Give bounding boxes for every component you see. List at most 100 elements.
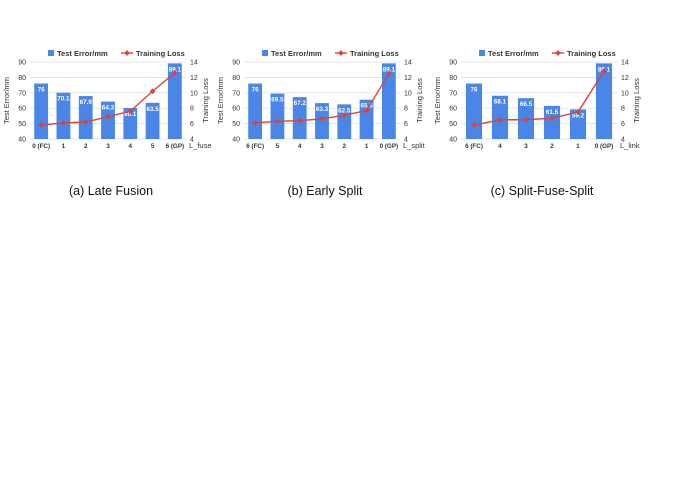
y2-tick-label: 6	[621, 121, 625, 128]
x-tick-label: 0 (GP)	[380, 143, 399, 150]
x-tick-label: 2	[84, 143, 88, 150]
bar	[270, 93, 285, 139]
caption-early-split: (b) Early Split	[287, 184, 363, 198]
chart-svg-early-split: Test Error/mm Training Loss 40 50 60 70 80 90 4 6…	[216, 49, 426, 150]
legend-bar-label: Test Error/mm	[488, 49, 539, 58]
y-tick-label: 40	[18, 137, 26, 144]
y-tick-label: 60	[449, 106, 457, 113]
bar-value-label: 63.3	[316, 106, 329, 113]
x-axis-title: L_link	[620, 141, 640, 150]
x-tick-label: 4	[298, 143, 302, 150]
x-tick-label: 3	[524, 143, 528, 150]
legend-bar-swatch	[479, 50, 485, 56]
bar	[101, 101, 115, 139]
y2-tick-label: 4	[190, 137, 194, 144]
legend-bar-label: Test Error/mm	[57, 49, 108, 58]
y-tick-label: 90	[449, 60, 457, 67]
bar	[543, 105, 561, 139]
bar	[123, 108, 138, 139]
loss-point	[105, 113, 111, 120]
bar	[381, 63, 396, 139]
y-tick-label: 80	[232, 75, 240, 82]
y-tick-label: 50	[232, 121, 240, 128]
bar-value-label: 61.5	[546, 109, 559, 116]
loss-point	[601, 68, 607, 75]
y-tick-label: 80	[18, 75, 26, 82]
bar	[78, 96, 93, 139]
x-tick-label: 5	[276, 143, 280, 150]
loss-point	[127, 108, 134, 115]
y-tick-label: 40	[232, 137, 240, 144]
legend-line-marker	[124, 50, 130, 56]
loss-point	[363, 107, 370, 114]
x-tick-label: 3	[106, 143, 110, 150]
bar	[465, 83, 483, 139]
y-tick-label: 60	[18, 106, 26, 113]
y-tick-label: 70	[449, 90, 457, 97]
x-axis-title: L_split	[403, 141, 426, 150]
loss-point	[497, 116, 503, 123]
y2-tick-label: 6	[190, 121, 194, 128]
bar-value-label: 59.2	[572, 112, 585, 119]
bar-value-label: 69.5	[271, 97, 284, 104]
bar-value-label: 76	[252, 87, 260, 94]
loss-point	[341, 112, 348, 118]
y2-tick-label: 4	[404, 137, 408, 144]
x-tick-label: 4	[498, 143, 502, 150]
y2-tick-label: 12	[404, 75, 412, 82]
bar-value-label: 89.1	[383, 66, 396, 73]
y2-axis-title: Training Loss	[201, 78, 210, 123]
bar-value-label: 67.2	[294, 100, 307, 107]
y-tick-label: 90	[232, 60, 240, 67]
legend-bar-swatch	[48, 50, 54, 56]
bar	[359, 99, 374, 139]
bar-value-label: 76	[470, 87, 478, 94]
x-tick-label: 0 (GP)	[595, 143, 614, 150]
y2-axis-title: Training Loss	[415, 78, 424, 123]
loss-point	[82, 119, 89, 125]
chart-split-fuse-split: Test Error/mm Training Loss 40 50 60 70 80 90 4 6…	[431, 44, 653, 204]
x-tick-label: 0 (FC)	[32, 143, 50, 150]
y-tick-label: 80	[449, 75, 457, 82]
bar	[595, 63, 613, 139]
loss-line	[473, 70, 605, 126]
x-tick-label: 2	[550, 143, 554, 150]
legend-line-label: Training Loss	[136, 49, 185, 58]
loss-point	[319, 116, 325, 122]
loss-point	[149, 88, 156, 95]
y2-tick-label: 12	[621, 75, 629, 82]
loss-point	[386, 70, 392, 77]
bar	[167, 63, 182, 139]
y2-tick-label: 8	[190, 106, 194, 113]
y-tick-label: 90	[18, 60, 26, 67]
bar	[569, 109, 587, 139]
x-tick-label: 5	[151, 143, 155, 150]
x-tick-label: 1	[365, 143, 369, 150]
chart-early-split: Test Error/mm Training Loss 40 50 60 70 80 90 4 6…	[214, 44, 436, 204]
y2-tick-label: 6	[404, 121, 408, 128]
legend-line-marker	[338, 50, 344, 56]
y-tick-label: 50	[449, 121, 457, 128]
bar-value-label: 60.1	[124, 111, 137, 118]
y2-tick-label: 8	[404, 106, 408, 113]
bar-value-label: 76	[38, 87, 46, 94]
bar-value-label: 62.5	[338, 107, 351, 114]
x-tick-label: 1	[62, 143, 66, 150]
caption-split-fuse-split: (c) Split-Fuse-Split	[490, 184, 594, 198]
legend-bar-label: Test Error/mm	[271, 49, 322, 58]
y-tick-label: 70	[232, 90, 240, 97]
x-tick-label: 6 (FC)	[465, 143, 483, 150]
bar-value-label: 65.5	[360, 103, 373, 110]
chart-svg-late-fusion: Test Error/mm Training Loss40506070809046…	[2, 49, 212, 150]
x-tick-label: 3	[320, 143, 324, 150]
x-axis-title: L_fuse	[189, 141, 212, 150]
caption-late-fusion: (a) Late Fusion	[68, 184, 154, 198]
bar	[145, 102, 160, 139]
legend-line-marker	[555, 50, 561, 56]
y-axis-title: Test Error/mm	[216, 77, 225, 124]
legend-line-label: Training Loss	[567, 49, 616, 58]
bar-value-label: 66.5	[520, 101, 533, 108]
y2-tick-label: 10	[190, 90, 198, 97]
y-tick-label: 50	[18, 121, 26, 128]
bar	[248, 83, 263, 139]
